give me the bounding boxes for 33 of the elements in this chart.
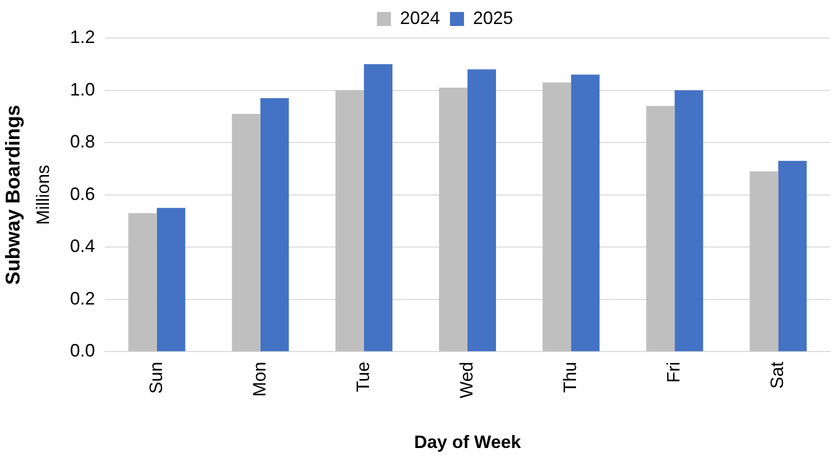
bar [646,106,675,352]
legend-label: 2025 [473,8,514,28]
bar [439,88,468,352]
y-tick-label: 0.6 [70,184,96,204]
y-tick-label: 0.4 [70,236,96,256]
y-tick-label: 0.2 [70,288,96,308]
bar [156,208,186,352]
x-tick-label: Sun [146,362,166,394]
y-tick-label: 0.0 [70,340,96,361]
x-tick-label: Tue [352,362,373,392]
bar [232,114,260,352]
legend-label: 2024 [400,8,440,28]
bar [750,171,778,352]
y-tick-label: 1.2 [70,26,96,47]
y-tick-label: 0.8 [70,132,96,152]
bar [542,82,572,352]
x-tick-label: Fri [664,362,684,383]
bar [364,64,392,352]
y-axis-title: Subway Boardings [2,104,25,285]
x-tick-label: Wed [456,362,476,398]
bar [468,69,496,352]
y-tick-label: 1.0 [70,79,96,100]
text: Millions [32,164,53,225]
bar [571,74,600,352]
bar [335,90,364,352]
x-axis-title: Day of Week [414,432,522,452]
x-tick-label: Sat [767,362,788,389]
bar [778,160,807,352]
x-tick-label: Thu [560,362,580,393]
bar [128,213,157,352]
x-tick-label: Mon [249,362,270,397]
bar [674,90,704,352]
bar [260,98,289,352]
